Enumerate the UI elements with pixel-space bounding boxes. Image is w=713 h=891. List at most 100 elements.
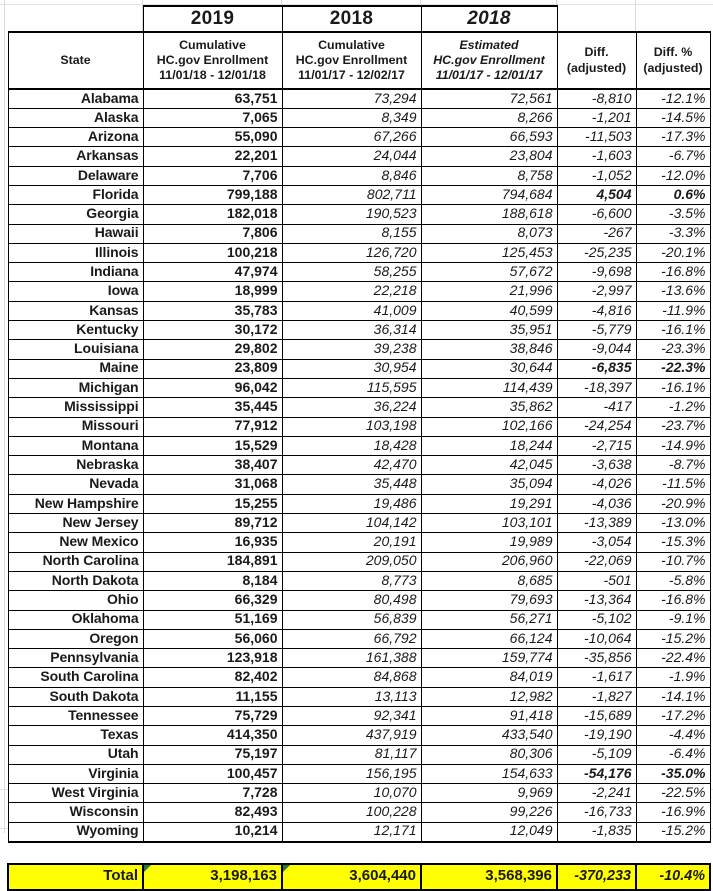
cell-2018: 190,523: [281, 204, 422, 225]
cell-2019: 35,783: [142, 300, 283, 322]
cell-2018: 41,009: [281, 300, 422, 322]
cell-2018: 30,954: [281, 358, 422, 379]
header-state: State: [7, 31, 144, 90]
table-row: Tennessee 75,729 92,341 91,418 -15,689 -17.2%: [7, 705, 711, 727]
cell-diff-percent: -22.3%: [635, 358, 711, 379]
cell-2018-estimated: 84,019: [420, 667, 558, 688]
cell-diff-percent: -14.5%: [635, 107, 711, 129]
table-row: Delaware 7,706 8,846 8,758 -1,052 -12.0%: [7, 165, 711, 186]
cell-state: Ohio: [7, 590, 144, 611]
cell-diff-percent: -11.9%: [635, 300, 711, 322]
cell-2019: 8,184: [142, 570, 283, 592]
cell-2018: 58,255: [281, 262, 422, 283]
cell-2018-estimated: 79,693: [420, 590, 558, 611]
cell-2018: 39,238: [281, 339, 422, 360]
cell-state: Iowa: [7, 281, 144, 302]
cell-2018: 8,773: [281, 570, 422, 592]
cell-diff-percent: 0.6%: [635, 184, 711, 206]
cell-diff-percent: -14.9%: [635, 435, 711, 457]
cell-2018: 80,498: [281, 590, 422, 611]
cell-diff-percent: -1.2%: [635, 397, 711, 418]
cell-diff: -417: [556, 397, 637, 418]
cell-2018-estimated: 42,045: [420, 455, 558, 476]
header-2018-line1: Cumulative: [318, 37, 385, 52]
table-row: Maine 23,809 30,954 30,644 -6,835 -22.3%: [7, 358, 711, 379]
cell-2018-estimated: 35,094: [420, 474, 558, 495]
cell-2019: 30,172: [142, 320, 283, 341]
cell-diff-percent: -9.1%: [635, 609, 711, 630]
cell-2019: 82,493: [142, 802, 283, 823]
cell-2018-estimated: 19,291: [420, 493, 558, 515]
cell-diff: 4,504: [556, 184, 637, 206]
cell-2019: 75,729: [142, 705, 283, 727]
header-diff-line1: Diff.: [584, 45, 609, 60]
cell-state: Louisiana: [7, 339, 144, 360]
cell-2018: 66,792: [281, 628, 422, 650]
table-row: Nebraska 38,407 42,470 42,045 -3,638 -8.7%: [7, 455, 711, 476]
cell-diff: -13,364: [556, 590, 637, 611]
cell-state: Mississippi: [7, 397, 144, 418]
table-row: Ohio 66,329 80,498 79,693 -13,364 -16.8%: [7, 590, 711, 611]
table-row: Kentucky 30,172 36,314 35,951 -5,779 -16.1%: [7, 320, 711, 341]
cell-2019: 29,802: [142, 339, 283, 360]
cell-state: Montana: [7, 435, 144, 457]
total-row: Total 3,198,163 3,604,440 3,568,396 -370…: [7, 862, 711, 891]
cell-2018-estimated: 23,804: [420, 146, 558, 167]
cell-state: Wyoming: [7, 821, 144, 843]
cell-2018-estimated: 9,969: [420, 783, 558, 804]
cell-diff-percent: -35.0%: [635, 763, 711, 785]
cell-diff-percent: -20.9%: [635, 493, 711, 515]
table-header: 2019 2018 2018 State Cumulative HC.gov E…: [7, 5, 711, 90]
spacer-cell: [8, 842, 710, 864]
cell-state: Illinois: [7, 242, 144, 264]
cell-2018: 19,486: [281, 493, 422, 515]
cell-2019: 10,214: [142, 821, 283, 843]
cell-diff-percent: -1.9%: [635, 667, 711, 688]
header-2019-line1: Cumulative: [179, 37, 246, 52]
cell-2018: 36,224: [281, 397, 422, 418]
table-row: New Mexico 16,935 20,191 19,989 -3,054 -15.3%: [7, 532, 711, 553]
table-row: Alabama 63,751 73,294 72,561 -8,810 -12.1%: [7, 88, 711, 109]
cell-diff: -6,600: [556, 204, 637, 225]
cell-diff: -10,064: [556, 628, 637, 650]
cell-2019: 96,042: [142, 377, 283, 399]
cell-state: Pennsylvania: [7, 648, 144, 669]
cell-2019: 63,751: [142, 88, 283, 109]
year-band-blank: [636, 6, 710, 32]
cell-state: Virginia: [7, 763, 144, 785]
cell-2018-estimated: 433,540: [420, 725, 558, 746]
year-band-2018: 2018: [281, 5, 422, 33]
cell-diff: -1,052: [556, 165, 637, 186]
table-row: Michigan 96,042 115,595 114,439 -18,397 -16.1…: [7, 377, 711, 399]
cell-state: Alaska: [7, 107, 144, 129]
cell-diff: -9,698: [556, 262, 637, 283]
cell-2018-estimated: 35,862: [420, 397, 558, 418]
cell-2019: 15,529: [142, 435, 283, 457]
cell-2018: 103,198: [281, 416, 422, 437]
year-band-2018-estimated: 2018: [420, 5, 558, 33]
cell-diff-percent: -23.7%: [635, 416, 711, 437]
cell-2019: 7,706: [142, 165, 283, 186]
cell-2018: 67,266: [281, 127, 422, 148]
table-row: Oklahoma 51,169 56,839 56,271 -5,102 -9.1%: [7, 609, 711, 630]
cell-2019: 15,255: [142, 493, 283, 515]
cell-diff: -25,235: [556, 242, 637, 264]
table-row: Nevada 31,068 35,448 35,094 -4,026 -11.5%: [7, 474, 711, 495]
cell-state: Hawaii: [7, 223, 144, 244]
cell-2018: 8,846: [281, 165, 422, 186]
cell-2018-estimated: 8,685: [420, 570, 558, 592]
table-row: Virginia 100,457 156,195 154,633 -54,176 -35.…: [7, 763, 711, 785]
cell-2018: 92,341: [281, 705, 422, 727]
cell-2018-estimated: 91,418: [420, 705, 558, 727]
cell-diff: -4,816: [556, 300, 637, 322]
cell-diff: -54,176: [556, 763, 637, 785]
table-row: Hawaii 7,806 8,155 8,073 -267 -3.3%: [7, 223, 711, 244]
cell-diff: -5,109: [556, 744, 637, 765]
cell-2018: 81,117: [281, 744, 422, 765]
cell-2018: 209,050: [281, 551, 422, 572]
cell-2019: 75,197: [142, 744, 283, 765]
cell-2018: 161,388: [281, 648, 422, 669]
header-2018e-line1: Estimated: [459, 37, 519, 52]
cell-diff: -22,069: [556, 551, 637, 572]
table-row: South Dakota 11,155 13,113 12,982 -1,827 -14.…: [7, 686, 711, 708]
